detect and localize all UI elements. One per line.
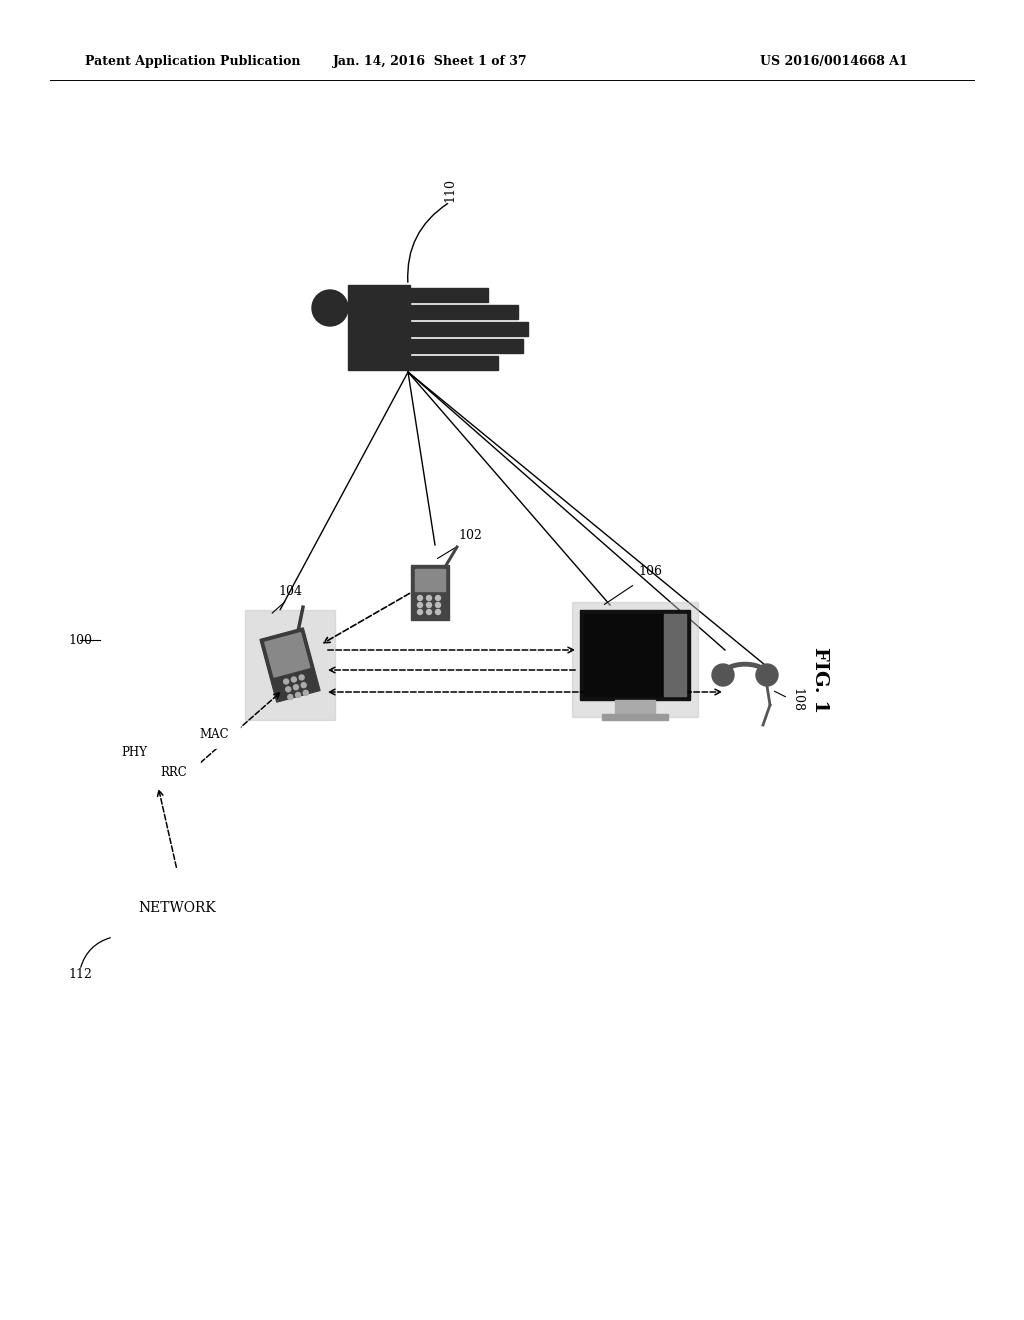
Circle shape [427, 610, 431, 615]
Circle shape [418, 610, 423, 615]
Text: 108: 108 [790, 688, 803, 711]
Circle shape [296, 693, 300, 697]
Circle shape [292, 677, 296, 682]
Circle shape [712, 664, 734, 686]
Polygon shape [245, 610, 335, 719]
Circle shape [288, 694, 293, 700]
Bar [408, 339, 523, 352]
Circle shape [418, 595, 423, 601]
Bar [188, 719, 240, 748]
Bar [408, 356, 498, 370]
Bar [408, 288, 488, 302]
Bar [664, 614, 686, 696]
Text: Jan. 14, 2016  Sheet 1 of 37: Jan. 14, 2016 Sheet 1 of 37 [333, 55, 527, 69]
Circle shape [435, 602, 440, 607]
Bar [408, 322, 528, 337]
Circle shape [284, 678, 289, 684]
Bar [105, 870, 250, 945]
Circle shape [294, 685, 298, 690]
Bar [615, 700, 655, 714]
Circle shape [435, 610, 440, 615]
Circle shape [418, 602, 423, 607]
Text: 100: 100 [68, 634, 92, 647]
Text: 106: 106 [638, 565, 662, 578]
Circle shape [756, 664, 778, 686]
Bar [348, 285, 410, 370]
Circle shape [301, 682, 306, 688]
Circle shape [427, 602, 431, 607]
Circle shape [312, 290, 348, 326]
Polygon shape [260, 628, 321, 702]
Polygon shape [265, 632, 310, 677]
Text: MAC: MAC [200, 727, 228, 741]
Text: FIG. 1: FIG. 1 [811, 647, 829, 713]
Bar [584, 614, 664, 696]
Text: 110: 110 [443, 178, 457, 202]
Text: US 2016/0014668 A1: US 2016/0014668 A1 [760, 55, 907, 69]
Text: 112: 112 [68, 969, 92, 982]
Circle shape [427, 595, 431, 601]
Bar [415, 569, 445, 591]
Text: NETWORK: NETWORK [138, 900, 216, 915]
Text: RRC: RRC [161, 766, 187, 779]
Bar [602, 714, 668, 719]
Text: Patent Application Publication: Patent Application Publication [85, 55, 300, 69]
Text: 104: 104 [278, 585, 302, 598]
Text: 102: 102 [458, 529, 482, 543]
Bar [108, 738, 160, 766]
Bar [580, 610, 690, 700]
Circle shape [299, 675, 304, 680]
Bar [408, 305, 518, 319]
Bar [411, 565, 449, 620]
Bar [148, 758, 200, 785]
Circle shape [435, 595, 440, 601]
Bar [572, 602, 698, 717]
Text: PHY: PHY [121, 746, 147, 759]
Circle shape [286, 686, 291, 692]
Circle shape [303, 690, 308, 696]
